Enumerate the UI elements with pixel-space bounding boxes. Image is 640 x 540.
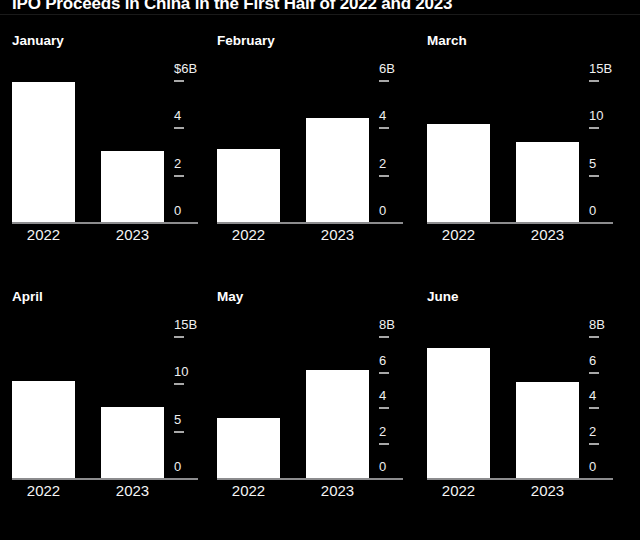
bar-february-2023 (306, 118, 369, 222)
x-category-label-february-2023: 2023 (296, 226, 379, 243)
bar-june-2022 (427, 348, 490, 478)
panel-march: March2022202315B1050 (427, 33, 623, 251)
x-category-label-may-2022: 2022 (207, 482, 290, 499)
bar-january-2022 (12, 82, 75, 222)
panel-february: February202220236B420 (217, 33, 413, 251)
ytick-label-march-15: 15B (589, 61, 612, 76)
ytick-label-may-2: 2 (379, 424, 386, 439)
bar-february-2022 (217, 149, 280, 222)
month-label-february: February (217, 33, 275, 48)
ytick-label-june-4: 4 (589, 388, 596, 403)
x-category-label-march-2022: 2022 (417, 226, 500, 243)
month-label-june: June (427, 289, 459, 304)
title-divider (0, 14, 640, 15)
month-label-april: April (12, 289, 43, 304)
x-category-label-january-2022: 2022 (2, 226, 85, 243)
ytick-dash-january-4 (174, 127, 184, 129)
ytick-label-june-6: 6 (589, 353, 596, 368)
bar-march-2022 (427, 124, 490, 222)
ytick-dash-april-10 (174, 383, 184, 385)
ytick-label-march-0: 0 (589, 203, 596, 218)
ytick-label-april-15: 15B (174, 317, 197, 332)
ytick-dash-march-10 (589, 127, 599, 129)
ytick-label-march-5: 5 (589, 156, 596, 171)
ytick-dash-january-6 (174, 80, 184, 82)
ytick-dash-april-15 (174, 336, 184, 338)
chart-figure: IPO Proceeds in China in the First Half … (0, 0, 640, 540)
ytick-dash-may-4 (379, 407, 389, 409)
panel-april: April2022202315B1050 (12, 289, 208, 507)
ytick-label-march-10: 10 (589, 108, 603, 123)
x-category-label-june-2023: 2023 (506, 482, 589, 499)
ytick-label-february-6: 6B (379, 61, 395, 76)
bar-march-2023 (516, 142, 579, 222)
ytick-label-april-0: 0 (174, 459, 181, 474)
bar-june-2023 (516, 382, 579, 478)
panel-june: June202220238B6420 (427, 289, 623, 507)
ytick-dash-february-2 (379, 175, 389, 177)
ytick-dash-january-2 (174, 175, 184, 177)
panel-january: January20222023$6B420 (12, 33, 208, 251)
ytick-dash-june-2 (589, 443, 599, 445)
ytick-dash-june-6 (589, 372, 599, 374)
ytick-label-january-0: 0 (174, 203, 181, 218)
ytick-label-may-4: 4 (379, 388, 386, 403)
x-category-label-february-2022: 2022 (207, 226, 290, 243)
x-category-label-june-2022: 2022 (417, 482, 500, 499)
ytick-dash-april-5 (174, 431, 184, 433)
ytick-label-may-0: 0 (379, 459, 386, 474)
ytick-dash-june-8 (589, 336, 599, 338)
x-category-label-april-2022: 2022 (2, 482, 85, 499)
bar-april-2023 (101, 407, 164, 478)
ytick-dash-june-4 (589, 407, 599, 409)
ytick-label-january-6: $6B (174, 61, 197, 76)
ytick-dash-march-15 (589, 80, 599, 82)
x-category-label-january-2023: 2023 (91, 226, 174, 243)
ytick-dash-may-8 (379, 336, 389, 338)
ytick-label-may-6: 6 (379, 353, 386, 368)
ytick-label-april-10: 10 (174, 364, 188, 379)
bar-may-2023 (306, 370, 369, 478)
x-axis-line-april (12, 478, 198, 480)
x-category-label-april-2023: 2023 (91, 482, 174, 499)
x-axis-line-february (217, 222, 403, 224)
ytick-dash-may-2 (379, 443, 389, 445)
ytick-label-february-4: 4 (379, 108, 386, 123)
month-label-march: March (427, 33, 467, 48)
bar-may-2022 (217, 418, 280, 478)
ytick-dash-may-6 (379, 372, 389, 374)
ytick-dash-march-5 (589, 175, 599, 177)
ytick-label-february-2: 2 (379, 156, 386, 171)
ytick-label-june-8: 8B (589, 317, 605, 332)
x-axis-line-june (427, 478, 613, 480)
x-axis-line-march (427, 222, 613, 224)
ytick-label-april-5: 5 (174, 412, 181, 427)
ytick-label-february-0: 0 (379, 203, 386, 218)
ytick-label-january-4: 4 (174, 108, 181, 123)
month-label-january: January (12, 33, 64, 48)
bar-april-2022 (12, 381, 75, 478)
ytick-label-may-8: 8B (379, 317, 395, 332)
ytick-dash-february-6 (379, 80, 389, 82)
ytick-dash-february-4 (379, 127, 389, 129)
panel-may: May202220238B6420 (217, 289, 413, 507)
x-category-label-march-2023: 2023 (506, 226, 589, 243)
bar-january-2023 (101, 151, 164, 222)
ytick-label-june-0: 0 (589, 459, 596, 474)
x-category-label-may-2023: 2023 (296, 482, 379, 499)
ytick-label-june-2: 2 (589, 424, 596, 439)
month-label-may: May (217, 289, 243, 304)
x-axis-line-may (217, 478, 403, 480)
x-axis-line-january (12, 222, 198, 224)
ytick-label-january-2: 2 (174, 156, 181, 171)
chart-title: IPO Proceeds in China in the First Half … (12, 0, 452, 14)
